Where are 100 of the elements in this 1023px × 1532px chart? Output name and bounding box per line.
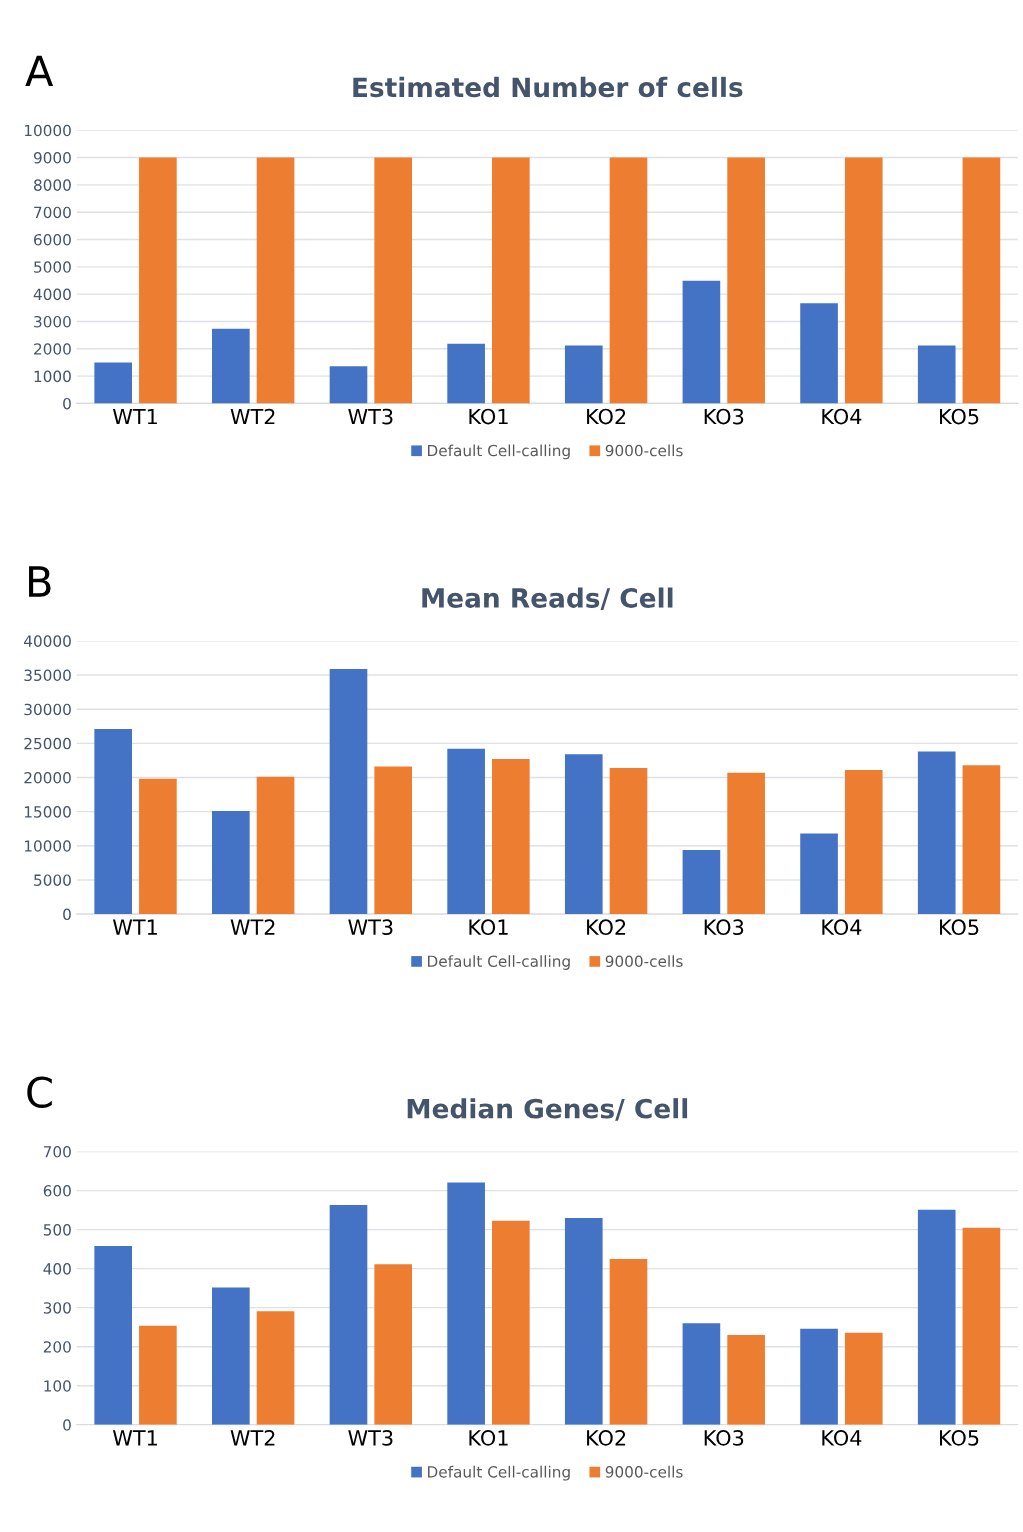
y-tick-label: 5000 xyxy=(34,261,71,273)
bar xyxy=(917,1209,956,1425)
bar xyxy=(800,833,838,915)
bar xyxy=(609,767,648,915)
bar xyxy=(962,1227,1001,1425)
x-tick-label: KO1 xyxy=(469,408,508,425)
bar xyxy=(256,157,295,404)
y-tick-label: 500 xyxy=(43,1224,71,1236)
x-tick-label: KO4 xyxy=(822,408,862,425)
legend-label: 9000-cells xyxy=(605,444,683,457)
bar xyxy=(492,1220,530,1425)
x-tick-label: KO5 xyxy=(940,408,979,425)
x-tick-label: KO1 xyxy=(469,1429,508,1446)
y-tick-label: 6000 xyxy=(34,233,71,246)
y-tick-label: 700 xyxy=(43,1146,71,1158)
y-tick-label: 35000 xyxy=(24,669,71,682)
text: B xyxy=(29,566,51,597)
chart-title: Median Genes/ Cell xyxy=(407,1098,688,1121)
x-tick-label: WT2 xyxy=(230,1429,275,1446)
y-tick-label: 20000 xyxy=(24,771,71,784)
x-tick-label: WT3 xyxy=(348,408,393,425)
x-tick-label: KO3 xyxy=(704,408,744,425)
x-tick-label: KO2 xyxy=(587,408,626,425)
bar xyxy=(564,754,603,915)
y-tick-label: 300 xyxy=(43,1302,71,1314)
x-tick-label: KO3 xyxy=(704,919,744,936)
bar xyxy=(256,776,295,915)
x-tick-label: KO5 xyxy=(940,1429,979,1446)
bar xyxy=(492,759,530,915)
y-tick-label: 0 xyxy=(63,397,71,410)
x-tick-label: WT1 xyxy=(112,408,157,425)
y-tick-label: 40000 xyxy=(24,635,71,647)
bar xyxy=(844,769,883,915)
y-tick-label: 15000 xyxy=(24,806,71,818)
bar xyxy=(94,729,133,915)
x-tick-label: WT2 xyxy=(230,919,275,935)
legend-label: Default Cell-calling xyxy=(428,955,570,970)
bar xyxy=(374,1264,413,1425)
bar xyxy=(682,849,721,915)
bar xyxy=(447,748,485,915)
bar xyxy=(329,668,368,915)
bar xyxy=(94,362,133,404)
bar xyxy=(727,772,765,915)
bar xyxy=(329,366,368,404)
y-tick-label: 8000 xyxy=(34,179,71,191)
bar xyxy=(844,1332,883,1425)
x-tick-label: WT2 xyxy=(230,408,275,425)
bar xyxy=(727,157,765,404)
bar xyxy=(212,1287,250,1425)
bar xyxy=(682,1323,721,1425)
bar xyxy=(94,1246,133,1425)
bar xyxy=(212,328,250,404)
y-tick-label: 600 xyxy=(43,1185,71,1197)
y-tick-label: 2000 xyxy=(34,343,71,355)
text: A xyxy=(25,55,54,87)
x-tick-label: KO2 xyxy=(587,1429,626,1446)
bar xyxy=(727,1334,765,1425)
y-tick-label: 0 xyxy=(63,908,71,921)
y-tick-label: 25000 xyxy=(24,737,71,750)
bar xyxy=(800,1328,838,1425)
chart-title: Estimated Number of cells xyxy=(353,76,743,98)
legend-label: 9000-cells xyxy=(605,955,683,967)
bar xyxy=(682,280,721,404)
legend-label: Default Cell-calling xyxy=(428,444,570,460)
bar xyxy=(139,1325,177,1425)
y-tick-label: 400 xyxy=(43,1263,71,1275)
bar xyxy=(609,157,648,404)
bar xyxy=(917,751,956,915)
x-tick-label: KO4 xyxy=(822,919,862,936)
bar xyxy=(962,157,1001,404)
x-tick-label: KO1 xyxy=(469,919,508,936)
bar xyxy=(800,303,838,404)
bar xyxy=(564,345,603,404)
bar xyxy=(917,345,956,404)
chart-title: Mean Reads/ Cell xyxy=(422,587,673,610)
y-tick-label: 30000 xyxy=(24,703,71,716)
x-tick-label: WT3 xyxy=(348,919,393,936)
y-tick-label: 10000 xyxy=(24,124,71,137)
text: C xyxy=(27,1076,52,1108)
bar xyxy=(564,1217,603,1425)
x-tick-label: KO4 xyxy=(822,1429,862,1446)
bar xyxy=(256,1311,295,1425)
bar xyxy=(374,157,413,404)
y-tick-label: 10000 xyxy=(24,840,71,852)
y-tick-label: 9000 xyxy=(33,152,71,164)
y-tick-label: 5000 xyxy=(34,874,71,886)
y-tick-label: 200 xyxy=(43,1341,71,1353)
y-tick-label: 100 xyxy=(44,1380,71,1392)
bar xyxy=(212,810,250,915)
y-tick-label: 0 xyxy=(63,1419,71,1431)
bar xyxy=(447,343,485,404)
bar xyxy=(329,1205,368,1425)
bar xyxy=(447,1182,485,1425)
legend-label: 9000-cells xyxy=(605,1465,683,1478)
bar xyxy=(609,1258,648,1425)
x-tick-label: WT3 xyxy=(348,1429,393,1446)
x-tick-label: KO5 xyxy=(940,919,979,936)
y-tick-label: 1000 xyxy=(34,370,71,383)
y-tick-label: 7000 xyxy=(34,206,71,219)
y-tick-label: 4000 xyxy=(33,288,71,301)
